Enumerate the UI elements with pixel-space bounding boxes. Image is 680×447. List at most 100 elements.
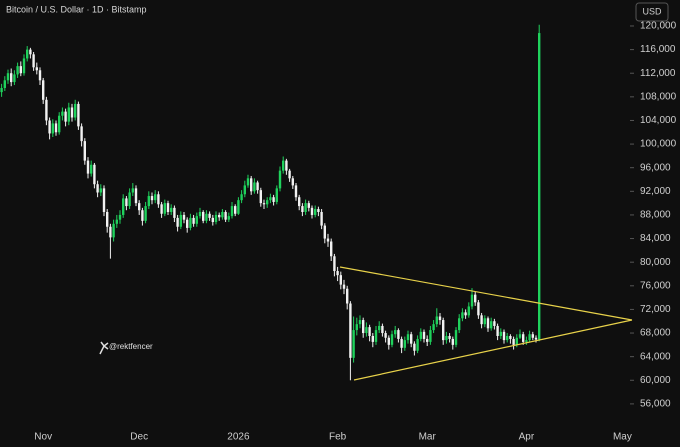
candle-body (496, 325, 499, 336)
y-tick-label: 64,000 (640, 351, 671, 362)
candle-body (99, 188, 102, 193)
candle-body (70, 107, 74, 118)
x-tick-label: Apr (519, 432, 535, 443)
candle-body (218, 214, 221, 218)
y-tick-label: 120,000 (640, 21, 677, 32)
y-tick-label: 100,000 (640, 139, 677, 150)
candle-body (474, 294, 477, 303)
candles (0, 24, 541, 381)
candle-body (112, 223, 115, 238)
candle-body (234, 206, 237, 214)
candle-body (515, 337, 518, 345)
candle-body (96, 184, 99, 193)
candle-body (106, 211, 109, 227)
candle-body (432, 324, 435, 331)
candle-body (266, 200, 269, 205)
candle-body (262, 203, 266, 205)
candle-body (368, 327, 371, 336)
candle-body (208, 213, 211, 218)
candle-body (214, 214, 218, 223)
candle-body (522, 334, 525, 342)
candle-body (90, 164, 93, 174)
candle-body (394, 330, 397, 335)
candle-body (285, 160, 288, 171)
candle-body (224, 211, 227, 220)
candle-body (134, 188, 138, 204)
candle-body (314, 209, 317, 215)
candle-body (499, 331, 502, 336)
candle-body (26, 49, 29, 59)
candle-body (64, 111, 67, 122)
candle-body (477, 302, 480, 316)
candle-body (51, 123, 54, 134)
candle-body (531, 334, 534, 338)
candle-body (58, 115, 61, 133)
candle-body (336, 271, 339, 276)
candle-body (246, 178, 250, 186)
candle-body (301, 206, 304, 212)
candle-body (102, 188, 106, 212)
candle-body (16, 66, 19, 75)
candle-body (454, 330, 458, 345)
x-tick-label: Dec (130, 432, 148, 443)
candle-body (355, 324, 358, 331)
candle-body (29, 49, 32, 55)
trendline-lower (353, 319, 633, 381)
candle-body (461, 312, 464, 319)
candle-body (429, 330, 432, 342)
candle-body (506, 335, 509, 341)
candle-body (154, 194, 157, 201)
candle-body (330, 241, 333, 257)
candle-body (470, 294, 474, 307)
currency-box[interactable] (635, 2, 669, 22)
candle-body (390, 334, 394, 345)
candle-body (54, 123, 58, 133)
candle-body (288, 170, 291, 179)
candle-body (381, 325, 384, 334)
x-tick-label: Nov (34, 432, 52, 443)
candle-body (323, 225, 326, 239)
candle-body (326, 238, 330, 242)
candle-body (378, 325, 381, 331)
candle-body (259, 190, 262, 204)
candle-body (109, 226, 112, 238)
candle-body (61, 111, 64, 116)
candle-body (480, 315, 483, 325)
currency-label[interactable]: USD (642, 6, 662, 16)
candle-body (186, 219, 189, 228)
candle-body (176, 217, 179, 227)
candle-body (211, 217, 214, 223)
candle-body (410, 334, 413, 344)
candle-body (170, 207, 173, 212)
candle-body (451, 338, 454, 345)
candle-body (163, 203, 166, 214)
candle-body (243, 185, 246, 195)
candle-body (205, 213, 208, 221)
candle-body (291, 178, 294, 186)
candle-body (525, 340, 528, 342)
candle-body (528, 334, 531, 341)
candle-body (227, 216, 230, 220)
candle-body (387, 337, 390, 345)
candle-body (422, 331, 426, 339)
candle-body (166, 203, 170, 212)
candle-body (19, 66, 22, 74)
candle-body (374, 330, 378, 342)
candle-body (307, 203, 310, 208)
candle-body (512, 338, 515, 345)
candle-body (32, 54, 35, 68)
candle-body (80, 126, 83, 142)
candle-body (115, 219, 118, 224)
candle-body (192, 217, 195, 224)
candle-body (77, 103, 80, 127)
candle-body (467, 306, 470, 316)
candle-body (189, 217, 192, 228)
candle-body (483, 318, 486, 325)
candle-body (464, 312, 467, 316)
candle-body (144, 206, 147, 221)
candle-body (458, 318, 461, 331)
candle-body (502, 331, 506, 341)
candle-body (275, 188, 278, 202)
x-tick-label: Feb (329, 432, 347, 443)
candle-body (256, 182, 259, 191)
